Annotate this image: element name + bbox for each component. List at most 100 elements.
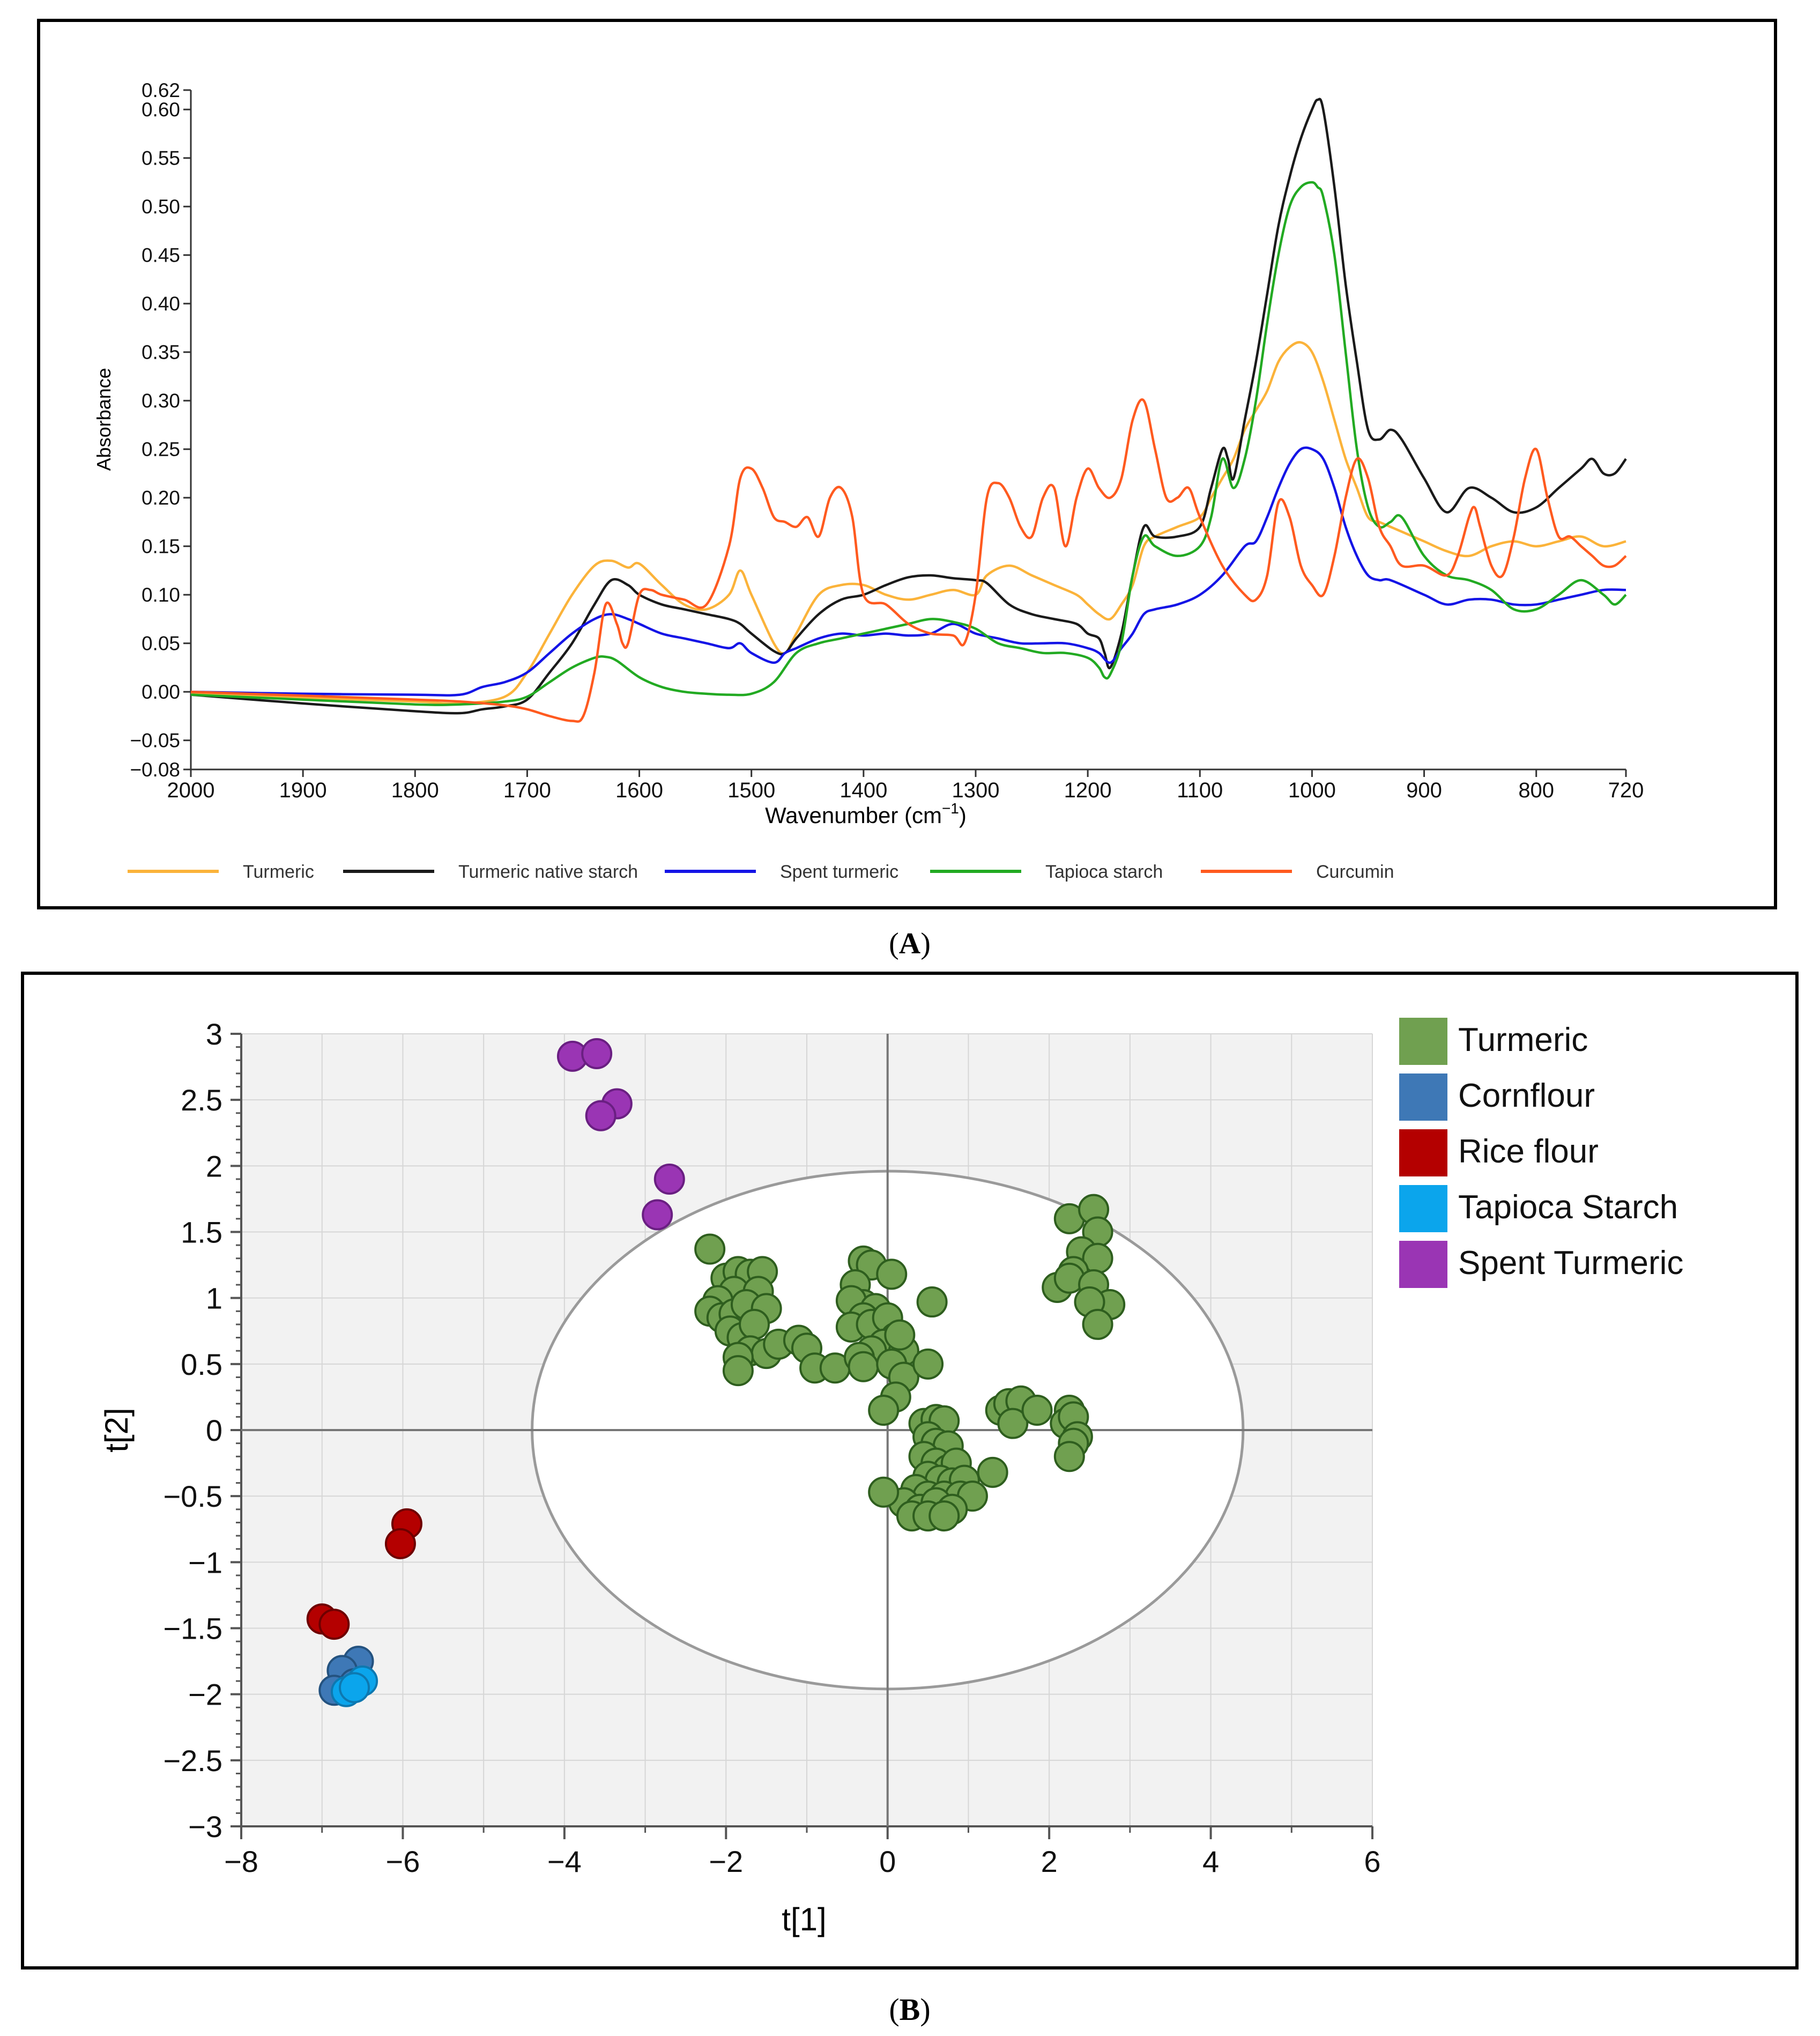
panel-a-y-tick-label: 0.40 bbox=[142, 293, 180, 315]
panel-b-zero-lines bbox=[241, 1034, 1372, 1826]
point-turmeric bbox=[884, 1319, 916, 1351]
legend-swatch bbox=[1399, 1018, 1447, 1065]
panel-a-x-axis-label: Wavenumber (cm−1) bbox=[765, 800, 967, 828]
panel-a-y-tick-label: 0.55 bbox=[142, 147, 180, 169]
panel-a-y-tick-label: 0.45 bbox=[142, 245, 180, 266]
point-turmeric bbox=[928, 1500, 960, 1532]
panel-a-x-tick-label: 1800 bbox=[391, 779, 439, 802]
panel-a-x-tick-label: 1500 bbox=[727, 779, 775, 802]
panel-a-y-tick-label: 0.30 bbox=[142, 390, 180, 412]
point-turmeric bbox=[977, 1456, 1008, 1488]
panel-b-y-tick-label: 1.5 bbox=[181, 1216, 222, 1249]
point-turmeric bbox=[722, 1355, 754, 1387]
panel-a-y-tick-label: 0.15 bbox=[142, 536, 180, 558]
legend-swatch bbox=[1399, 1129, 1447, 1176]
point-spent-turmeric bbox=[653, 1163, 685, 1195]
panel-b-y-tick-label: 2 bbox=[206, 1149, 222, 1183]
point-turmeric bbox=[739, 1308, 770, 1340]
series-line-curcumin bbox=[190, 398, 1627, 723]
legend-label: Tapioca starch bbox=[1045, 862, 1163, 882]
panel-b-points bbox=[306, 1038, 1126, 1707]
point-rice-flour bbox=[318, 1609, 350, 1640]
panel-a-x-tick-label: 900 bbox=[1406, 779, 1442, 802]
legend-label: Turmeric bbox=[243, 862, 314, 882]
panel-b-border bbox=[21, 972, 1799, 1970]
panel-b-y-tick-label: −0.5 bbox=[163, 1479, 222, 1513]
panel-a-y-tick-label: 0.10 bbox=[142, 584, 180, 606]
panel-a-y-tick-label: 0.62 bbox=[142, 79, 180, 101]
point-turmeric bbox=[694, 1233, 726, 1265]
panel-b-y-tick-label: 0 bbox=[206, 1413, 222, 1447]
point-spent-turmeric bbox=[642, 1199, 673, 1231]
point-turmeric bbox=[1021, 1395, 1053, 1426]
panel-a-x-tick-label: 1000 bbox=[1288, 779, 1336, 802]
panel-a-x-tick-label: 1600 bbox=[615, 779, 663, 802]
panel-b-x-tick-label: −4 bbox=[547, 1845, 582, 1878]
legend-swatch bbox=[1399, 1185, 1447, 1232]
panel-b-y-tick-label: −3 bbox=[188, 1810, 222, 1843]
panel-a-label: (A) bbox=[889, 927, 931, 960]
point-turmeric bbox=[876, 1258, 908, 1290]
panel-a-x-tick-label: 1900 bbox=[279, 779, 327, 802]
panel-a-x-tick-label: 2000 bbox=[167, 779, 215, 802]
panel-a-x-axis: 2000 1900 1800 1700 1600 1500 1400 1300 1200 1100… bbox=[167, 768, 1644, 802]
panel-b-y-tick-label: 2.5 bbox=[181, 1083, 222, 1117]
series-line-turmeric bbox=[190, 341, 1626, 705]
panel-b-y-axis-label: t[2] bbox=[99, 1408, 135, 1452]
series-line-tapioca-starch bbox=[190, 181, 1627, 706]
panel-a-y-tick-label: 0.05 bbox=[142, 633, 180, 655]
panel-a-x-tick-label: 1100 bbox=[1177, 779, 1223, 802]
panel-b-x-tick-label: −2 bbox=[709, 1845, 743, 1878]
panel-b-y-tick-label: 1 bbox=[206, 1282, 222, 1315]
panel-b-axes: −3 −2.5 −2 −1.5 −1 −0.5 0 0.5 1 1.5 2 2.5 3 −8 −6 −4 −2 0… bbox=[163, 1017, 1380, 1878]
panel-a-y-axis: −0.08 −0.05 0.00 0.05 0.10 0.15 0.20 0.25 0.30 0.… bbox=[130, 79, 192, 781]
point-turmeric bbox=[912, 1348, 944, 1380]
panel-b-y-tick-label: −1 bbox=[188, 1545, 222, 1579]
legend-label: Turmeric native starch bbox=[458, 862, 638, 882]
panel-b-x-tick-label: 4 bbox=[1202, 1845, 1219, 1878]
point-turmeric bbox=[1053, 1441, 1085, 1472]
panel-b-x-tick-label: 0 bbox=[879, 1845, 896, 1878]
legend-label: Curcumin bbox=[1316, 862, 1394, 882]
panel-b-x-tick-label: 2 bbox=[1041, 1845, 1058, 1878]
panel-a-legend: Turmeric Turmeric native starch Spent turm… bbox=[128, 862, 1394, 882]
panel-b-y-tick-label: 3 bbox=[206, 1017, 222, 1051]
panel-a-y-tick-label: 0.50 bbox=[142, 196, 180, 218]
point-spent-turmeric bbox=[581, 1038, 613, 1069]
legend-label: Cornflour bbox=[1458, 1077, 1595, 1114]
panel-a-y-tick-label: 0.35 bbox=[142, 342, 180, 364]
panel-a-x-tick-label: 720 bbox=[1608, 779, 1644, 802]
panel-a-series bbox=[190, 98, 1627, 723]
panel-b-label: (B) bbox=[889, 1992, 930, 2027]
panel-a-y-tick-label: −0.08 bbox=[130, 759, 180, 781]
panel-a: −0.08 −0.05 0.00 0.05 0.10 0.15 0.20 0.25 0.30 0.… bbox=[37, 19, 1777, 909]
point-turmeric bbox=[997, 1408, 1029, 1439]
point-turmeric bbox=[916, 1286, 948, 1318]
point-tapioca-starch bbox=[339, 1672, 370, 1704]
panel-b-y-tick-label: −2.5 bbox=[163, 1744, 222, 1778]
panel-b-x-tick-label: −8 bbox=[224, 1845, 258, 1878]
panel-a-y-tick-label: 0.60 bbox=[142, 99, 180, 121]
panel-a-y-axis-label: Absorbance bbox=[93, 368, 115, 471]
point-turmeric bbox=[868, 1395, 900, 1426]
panel-a-y-tick-label: 0.00 bbox=[142, 681, 180, 703]
legend-swatch bbox=[1399, 1241, 1447, 1288]
panel-b-y-tick-label: −2 bbox=[188, 1678, 222, 1712]
legend-label: Turmeric bbox=[1458, 1021, 1588, 1058]
legend-label: Tapioca Starch bbox=[1458, 1189, 1678, 1226]
panel-a-x-tick-label: 800 bbox=[1518, 779, 1554, 802]
panel-a-y-tick-label: 0.20 bbox=[142, 487, 180, 509]
point-turmeric bbox=[848, 1351, 879, 1382]
panel-a-x-tick-label: 1200 bbox=[1064, 779, 1112, 802]
legend-label: Spent Turmeric bbox=[1458, 1245, 1683, 1282]
panel-a-x-tick-label: 1300 bbox=[952, 779, 999, 802]
point-spent-turmeric bbox=[585, 1100, 616, 1131]
legend-label: Spent turmeric bbox=[780, 862, 898, 882]
series-line-turmeric-native-starch bbox=[190, 98, 1627, 715]
point-rice-flour bbox=[384, 1528, 416, 1559]
panel-a-x-tick-label: 1700 bbox=[503, 779, 551, 802]
point-turmeric bbox=[868, 1476, 900, 1508]
panel-a-x-tick-label: 1400 bbox=[840, 779, 887, 802]
panel-b: −3 −2.5 −2 −1.5 −1 −0.5 0 0.5 1 1.5 2 2.5 3 −8 −6 −4 −2 0… bbox=[21, 972, 1799, 1970]
